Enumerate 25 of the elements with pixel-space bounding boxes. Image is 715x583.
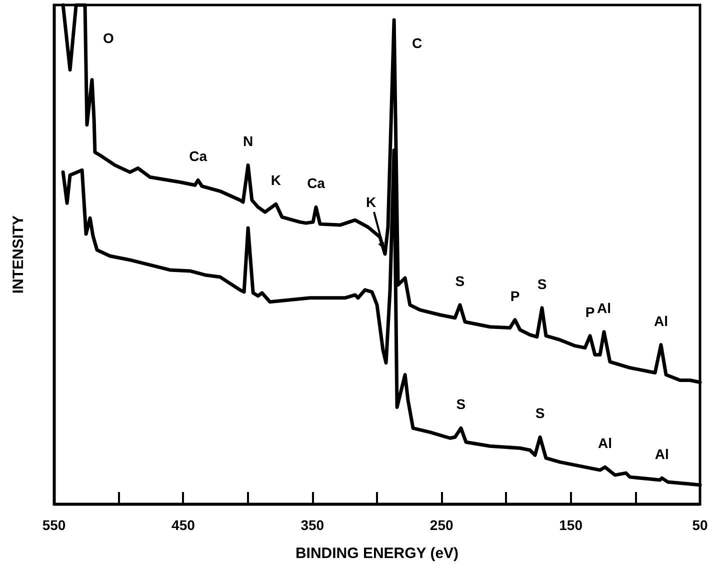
x-tick-label: 550 — [42, 517, 66, 533]
annotation: S — [535, 405, 545, 422]
annotation: C — [412, 34, 422, 51]
x-tick-label: 350 — [300, 517, 324, 533]
annotation: Al — [598, 435, 612, 452]
annotation: N — [242, 133, 254, 150]
annotation: Al — [654, 446, 669, 462]
annotation: S — [537, 276, 547, 292]
annotation: Al — [654, 312, 668, 329]
x-tick-label: 450 — [172, 517, 196, 533]
x-axis-title: BINDING ENERGY (eV) — [295, 545, 459, 562]
annotation: S — [456, 396, 466, 412]
annotation: Al — [597, 300, 612, 316]
x-tick-label: 50 — [692, 517, 708, 533]
annotation: P — [585, 304, 595, 320]
annotation: Ca — [307, 175, 326, 192]
annotation: O — [103, 30, 114, 46]
x-tick-label: 250 — [430, 517, 454, 533]
y-axis-title: INTENSITY — [10, 215, 27, 294]
x-tick-label: 150 — [559, 517, 583, 533]
annotation: Ca — [189, 148, 208, 164]
annotation: P — [510, 288, 520, 304]
annotation: K — [366, 194, 376, 210]
annotation: K — [270, 172, 282, 188]
annotation: S — [455, 272, 465, 289]
